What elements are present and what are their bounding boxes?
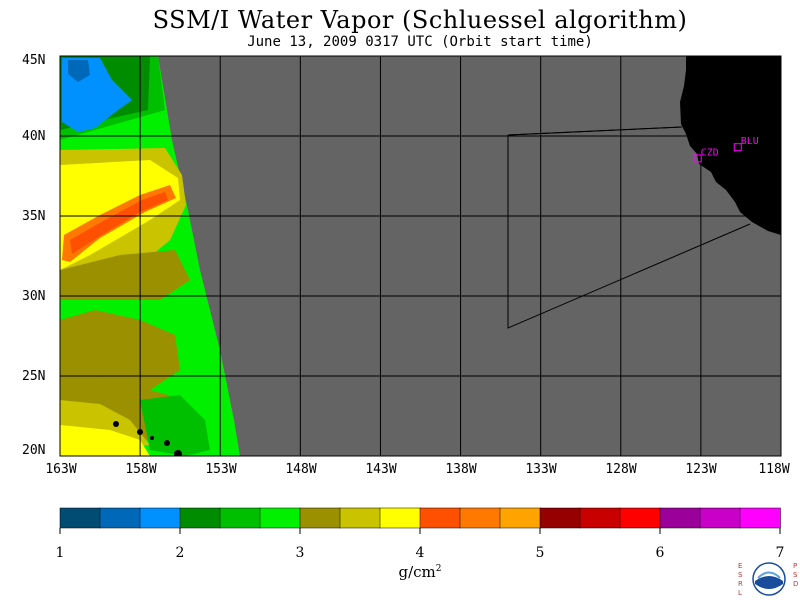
- units-text: g/cm: [398, 563, 436, 581]
- colorbar-swatch: [99, 507, 141, 529]
- lat-label: 30N: [22, 289, 46, 304]
- colorbar-tick-label: 3: [295, 545, 305, 561]
- colorbar-tick-label: 5: [535, 545, 545, 561]
- units-exponent: 2: [435, 564, 442, 574]
- lon-label: 133W: [525, 462, 557, 477]
- data-swath: [60, 56, 240, 456]
- colorbar-tick-label: 6: [655, 545, 665, 561]
- lon-label: 138W: [445, 462, 477, 477]
- colorbar-tick-label: 2: [175, 545, 185, 561]
- station-label: CZD: [701, 147, 719, 158]
- station-square: [693, 154, 702, 163]
- hawaii-islands: [113, 421, 182, 456]
- region-outline-north: [507, 126, 683, 136]
- map-subtitle: June 13, 2009 0317 UTC (Orbit start time…: [247, 34, 593, 50]
- colorbar-swatch: [619, 507, 661, 529]
- colorbar-swatch: [179, 507, 221, 529]
- station-marker: BLU: [733, 136, 759, 152]
- colorbar-swatch: [579, 507, 621, 529]
- colorbar-swatch: [219, 507, 261, 529]
- plot-frame: [59, 55, 782, 457]
- colorbar-tick-label: 4: [415, 545, 425, 561]
- region-outline-west-south: [507, 135, 751, 329]
- lon-label: 158W: [125, 462, 157, 477]
- colorbar-units: g/cm2: [380, 563, 460, 581]
- lon-label: 143W: [365, 462, 397, 477]
- lat-label: 40N: [22, 129, 46, 144]
- lon-label: 118W: [758, 462, 790, 477]
- colorbar-swatch: [539, 507, 581, 529]
- noaa-logo-icon: [752, 562, 786, 596]
- north-america-landmass: [680, 56, 781, 235]
- colorbar-swatch: [699, 507, 741, 529]
- lat-label: 45N: [22, 53, 46, 68]
- colorbar-swatch: [499, 507, 541, 529]
- lon-label: 163W: [45, 462, 77, 477]
- lon-label: 153W: [205, 462, 237, 477]
- colorbar: [59, 507, 781, 534]
- station-label: BLU: [741, 136, 759, 147]
- colorbar-tick-label: 1: [55, 545, 65, 561]
- map-title: SSM/I Water Vapor (Schluessel algorithm): [152, 6, 688, 34]
- station-marker: CZD: [693, 147, 719, 163]
- colorbar-swatch: [59, 507, 101, 529]
- lat-lon-grid: [60, 56, 781, 456]
- lon-label: 148W: [285, 462, 317, 477]
- colorbar-swatch: [419, 507, 461, 529]
- lat-label: 35N: [22, 209, 46, 224]
- station-square: [733, 143, 742, 152]
- colorbar-tick-label: 7: [775, 545, 785, 561]
- colorbar-swatch: [739, 507, 781, 529]
- colorbar-swatch: [339, 507, 381, 529]
- lon-label: 128W: [605, 462, 637, 477]
- lat-label: 20N: [22, 443, 46, 458]
- colorbar-swatch: [659, 507, 701, 529]
- colorbar-swatch: [299, 507, 341, 529]
- lat-label: 25N: [22, 369, 46, 384]
- colorbar-swatch: [379, 507, 421, 529]
- colorbar-swatch: [459, 507, 501, 529]
- lon-label: 123W: [685, 462, 717, 477]
- colorbar-swatch: [259, 507, 301, 529]
- colorbar-swatch: [139, 507, 181, 529]
